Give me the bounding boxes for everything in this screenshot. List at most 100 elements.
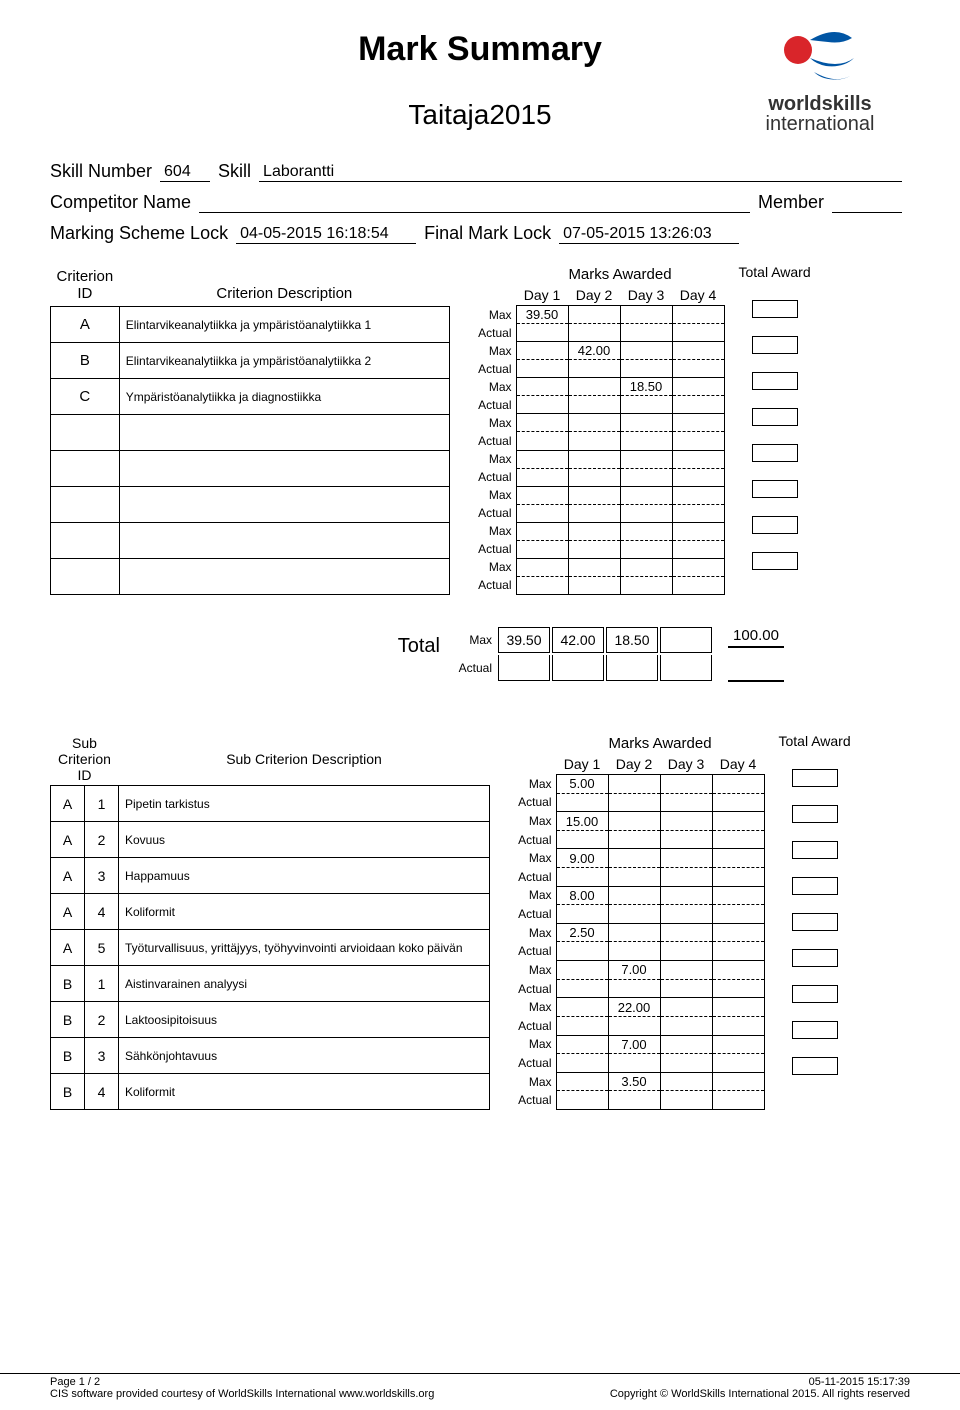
total-actual-cell xyxy=(660,655,712,681)
marks-cell xyxy=(608,775,660,794)
marks-cell xyxy=(556,961,608,980)
criterion-desc xyxy=(119,523,449,559)
actual-label: Actual xyxy=(464,576,516,594)
marks-cell xyxy=(620,450,672,468)
total-award-header: Total Award xyxy=(739,264,811,300)
marks-cell xyxy=(568,396,620,414)
competitor-value xyxy=(199,212,750,213)
subcriteria-award-column: Total Award xyxy=(779,733,851,1110)
actual-label: Actual xyxy=(464,396,516,414)
marks-cell xyxy=(568,378,620,396)
marks-cell xyxy=(660,793,712,812)
marks-cell: 7.00 xyxy=(608,1035,660,1054)
marks-cell xyxy=(672,558,724,576)
criterion-id xyxy=(51,487,120,523)
marks-cell xyxy=(672,504,724,522)
marks-cell xyxy=(660,1091,712,1110)
marks-cell xyxy=(712,998,764,1017)
marks-cell xyxy=(712,775,764,794)
marks-cell xyxy=(620,486,672,504)
max-label: Max xyxy=(464,450,516,468)
day-header: Day 1 xyxy=(516,285,568,306)
criterion-id xyxy=(51,415,120,451)
marks-cell xyxy=(672,468,724,486)
marks-cell xyxy=(516,540,568,558)
marks-cell xyxy=(568,414,620,432)
sub-total-award-header: Total Award xyxy=(779,733,851,769)
criterion-id-header: Criterion ID xyxy=(51,264,120,307)
marks-cell xyxy=(608,923,660,942)
criterion-desc xyxy=(119,559,449,595)
marks-cell xyxy=(660,849,712,868)
total-max-cell: 42.00 xyxy=(552,627,604,653)
max-label: Max xyxy=(504,998,556,1017)
max-label: Max xyxy=(464,378,516,396)
marks-cell: 18.50 xyxy=(620,378,672,396)
day-header: Day 2 xyxy=(568,285,620,306)
marks-cell: 3.50 xyxy=(608,1072,660,1091)
day-header: Day 2 xyxy=(608,754,660,775)
subcriterion-desc-header: Sub Criterion Description xyxy=(119,733,490,786)
marks-cell xyxy=(516,450,568,468)
criteria-award-column: Total Award xyxy=(739,264,811,595)
marks-cell xyxy=(516,396,568,414)
criterion-id xyxy=(51,559,120,595)
marks-cell xyxy=(660,775,712,794)
marks-cell: 2.50 xyxy=(556,923,608,942)
criterion-desc: Elintarvikeanalytiikka ja ympäristöanaly… xyxy=(119,343,449,379)
criterion-id: A xyxy=(51,307,120,343)
day-header: Day 1 xyxy=(556,754,608,775)
award-box xyxy=(792,877,838,895)
award-box xyxy=(792,985,838,1003)
award-box xyxy=(792,841,838,859)
marks-cell xyxy=(556,905,608,924)
award-box xyxy=(752,552,798,570)
marks-cell xyxy=(620,504,672,522)
award-box xyxy=(792,913,838,931)
subcriterion-id1: A xyxy=(51,786,85,822)
marks-cell xyxy=(568,522,620,540)
marks-cell xyxy=(556,1054,608,1073)
marks-cell xyxy=(556,830,608,849)
subcriterion-id2: 4 xyxy=(85,894,119,930)
final-lock-label: Final Mark Lock xyxy=(424,223,551,244)
max-label: Max xyxy=(464,558,516,576)
marks-cell xyxy=(660,830,712,849)
competitor-label: Competitor Name xyxy=(50,192,191,213)
subcriteria-table: Sub Criterion ID Sub Criterion Descripti… xyxy=(50,733,490,1110)
marks-cell xyxy=(672,360,724,378)
criteria-marks-table: Marks Awarded Day 1Day 2Day 3Day 4 Max39… xyxy=(464,264,725,595)
day-header: Day 4 xyxy=(712,754,764,775)
worldskills-logo: worldskills international xyxy=(730,20,910,134)
actual-label: Actual xyxy=(464,432,516,450)
subcriterion-id1: A xyxy=(51,858,85,894)
skill-name-value: Laborantti xyxy=(259,163,902,182)
max-label: Max xyxy=(504,1035,556,1054)
subcriterion-desc: Työturvallisuus, yrittäjyys, työhyvinvoi… xyxy=(119,930,490,966)
subcriterion-id-header: Sub Criterion ID xyxy=(51,733,119,786)
award-box xyxy=(752,372,798,390)
marks-cell xyxy=(712,830,764,849)
marks-cell xyxy=(608,793,660,812)
subcriterion-desc: Aistinvarainen analyysi xyxy=(119,966,490,1002)
total-max-label: Max xyxy=(452,627,496,653)
marks-awarded-header: Marks Awarded xyxy=(516,264,724,285)
award-box xyxy=(752,480,798,498)
actual-label: Actual xyxy=(504,1054,556,1073)
logo-text-top: worldskills xyxy=(768,93,871,115)
marks-cell xyxy=(660,868,712,887)
marks-cell xyxy=(620,360,672,378)
marks-cell xyxy=(516,558,568,576)
marks-cell xyxy=(620,468,672,486)
total-label: Total xyxy=(50,625,450,658)
subcriterion-id2: 1 xyxy=(85,966,119,1002)
marks-cell xyxy=(660,905,712,924)
subcriterion-id2: 2 xyxy=(85,822,119,858)
subcriterion-id1: B xyxy=(51,1002,85,1038)
sub-marks-awarded-header: Marks Awarded xyxy=(556,733,764,754)
criterion-id: C xyxy=(51,379,120,415)
marks-cell xyxy=(712,812,764,831)
footer-timestamp: 05-11-2015 15:17:39 xyxy=(809,1376,910,1388)
max-label: Max xyxy=(504,961,556,980)
marks-cell xyxy=(620,324,672,342)
